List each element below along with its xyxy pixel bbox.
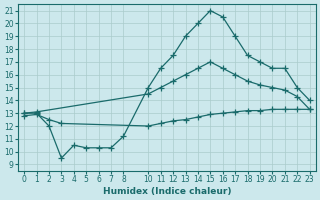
X-axis label: Humidex (Indice chaleur): Humidex (Indice chaleur)	[103, 187, 231, 196]
